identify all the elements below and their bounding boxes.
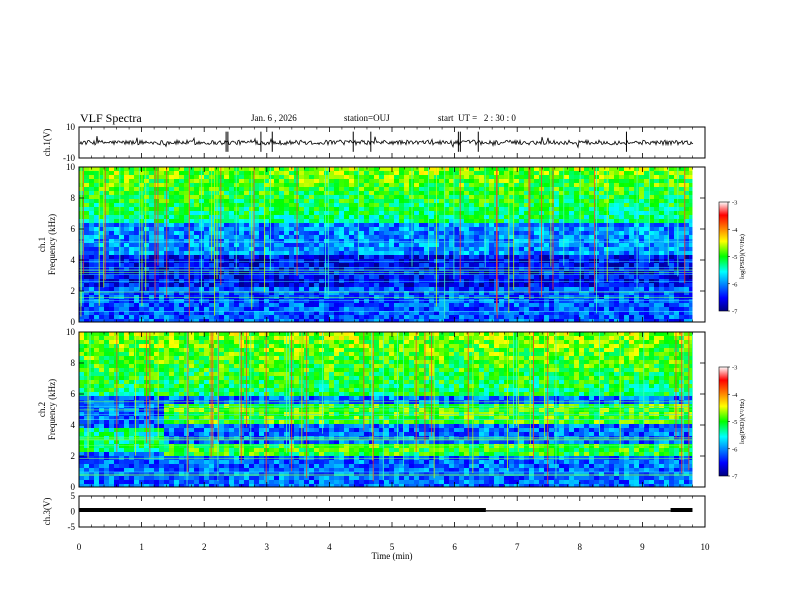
time-axis: 0 1 2 3 4 5 6 7 8 9 10 Time (min) [77,542,710,561]
ch1-waveform-ylabel: ch.1(V) [42,129,52,157]
colorbar-tick-label: -6 [732,446,738,453]
time-tick-label: 8 [578,542,583,552]
chart-title: VLF Spectra [80,111,142,125]
ch1-colorbar: -3 -4 -5 -6 -7 log(PSD)(V²/Hz) [718,200,746,316]
colorbar-tick-label: -6 [732,281,738,288]
ch3-ytick-label: 0 [71,507,76,517]
time-tick-label: 5 [390,542,395,552]
colorbar-tick-label: -4 [732,392,738,399]
ch3-ytick-label: 5 [71,491,76,501]
ch1-waveform-panel: 10 -10 ch.1(V) [42,122,706,163]
ch2-colorbar: -3 -4 -5 -6 -7 log(PSD)(V²/Hz) [718,365,746,481]
colorbar-tick-label: -5 [732,419,737,426]
spec-ytick-label: 2 [71,451,76,461]
time-tick-label: 4 [327,542,332,552]
ch2-colorbar-scale [718,366,729,477]
spec-ytick-label: 4 [71,420,76,430]
ch2-spectrogram-ylabel: ch.2Frequency (kHz) [37,379,57,440]
time-tick-label: 10 [701,542,711,552]
time-tick-label: 9 [640,542,645,552]
spec-ytick-label: 0 [71,482,76,492]
spec-ytick-label: 6 [71,389,76,399]
spec-ytick-label: 2 [71,286,76,296]
ch1-colorbar-label: log(PSD)(V²/Hz) [739,234,746,279]
time-tick-label: 7 [515,542,520,552]
time-tick-label: 0 [77,542,82,552]
colorbar-tick-label: -3 [732,200,737,207]
colorbar-tick-label: -3 [732,365,737,372]
ch2-spectrogram-image [79,332,693,487]
ch1-waveform-ytick-label: -10 [63,153,75,163]
ch1-spectrogram-panel: 0 2 4 6 8 10 ch.1Frequency (kHz) [37,162,706,327]
spec-ytick-label: 8 [71,193,76,203]
spec-ytick-label: 6 [71,224,76,234]
colorbar-tick-label: -7 [732,474,738,481]
spec-ytick-label: 4 [71,255,76,265]
time-axis-label: Time (min) [372,551,413,561]
ch2-colorbar-label: log(PSD)(V²/Hz) [739,399,746,444]
ch1-waveform-trace [79,135,694,149]
colorbar-tick-label: -4 [732,227,738,234]
ch1-colorbar-scale [718,201,729,312]
time-tick-label: 2 [202,542,207,552]
time-tick-label: 1 [139,542,144,552]
spec-ytick-label: 10 [66,327,76,337]
station-label: station=OUJ [344,113,390,123]
time-tick-label: 3 [265,542,270,552]
ch1-waveform-ytick-label: 10 [66,122,76,132]
ch1-spectrogram-image [79,167,693,322]
ch3-level-panel: 5 0 -5 ch.3(V) [42,491,706,532]
spec-ytick-label: 10 [66,162,76,172]
ch1-spectrogram-ylabel: ch.1Frequency (kHz) [37,214,57,275]
time-tick-label: 6 [452,542,457,552]
colorbar-tick-label: -5 [732,254,737,261]
ch2-spectrogram-panel: 0 2 4 6 8 10 ch.2Frequency (kHz) [37,327,706,492]
start-time-label: start UT = 2 : 30 : 0 [438,113,516,123]
colorbar-tick-label: -7 [732,309,738,316]
ch3-ytick-label: -5 [68,522,76,532]
spec-ytick-label: 8 [71,358,76,368]
ch3-level-ylabel: ch.3(V) [42,498,52,526]
date-label: Jan. 6 , 2026 [251,113,297,123]
spec-ytick-label: 0 [71,317,76,327]
